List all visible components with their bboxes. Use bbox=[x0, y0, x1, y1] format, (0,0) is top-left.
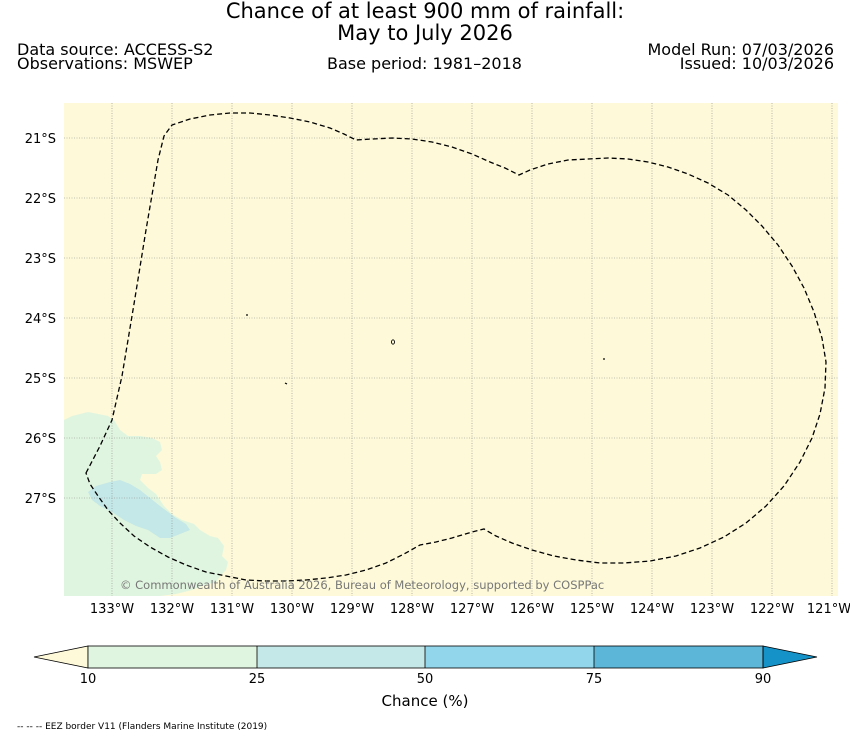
colorbar-tick: 90 bbox=[755, 672, 772, 687]
lon-label: 122°W bbox=[750, 602, 794, 617]
colorbar-under-extension bbox=[33, 645, 89, 669]
lat-label: 24°S bbox=[25, 312, 56, 327]
lon-label: 125°W bbox=[570, 602, 614, 617]
graticule bbox=[64, 103, 838, 596]
data-source-text: Data source: ACCESS-S2 bbox=[17, 40, 214, 59]
island-dot bbox=[284, 382, 288, 385]
base-period-text: Base period: 1981–2018 bbox=[327, 54, 522, 73]
lon-label: 132°W bbox=[150, 602, 194, 617]
eez-footnote: -- -- -- EEZ border V11 (Flanders Marine… bbox=[17, 722, 267, 732]
colorbar-segment-50-75 bbox=[425, 646, 594, 668]
colorbar-over-extension bbox=[762, 645, 818, 669]
lat-label: 27°S bbox=[25, 492, 56, 507]
lon-label: 129°W bbox=[330, 602, 374, 617]
map-title-line1: Chance of at least 900 mm of rainfall: bbox=[225, 0, 625, 23]
lon-label: 126°W bbox=[510, 602, 554, 617]
map-title-line2: May to July 2026 bbox=[337, 21, 513, 45]
colorbar-tick: 25 bbox=[249, 672, 266, 687]
colorbar-frame bbox=[87, 645, 764, 669]
lon-label: 123°W bbox=[690, 602, 734, 617]
colorbar: 10 25 50 75 90 Chance (%) bbox=[33, 645, 818, 710]
colorbar-label: Chance (%) bbox=[382, 692, 469, 710]
colorbar-segment-10-25 bbox=[88, 646, 257, 668]
map-background bbox=[64, 103, 838, 596]
lat-label: 23°S bbox=[25, 252, 56, 267]
probability-region-25-50 bbox=[88, 480, 190, 538]
island-outline bbox=[391, 339, 395, 345]
lat-label: 21°S bbox=[25, 132, 56, 147]
issued-text: Issued: 10/03/2026 bbox=[679, 54, 834, 73]
lon-label: 133°W bbox=[90, 602, 134, 617]
lat-label: 25°S bbox=[25, 372, 56, 387]
eez-border bbox=[85, 112, 827, 582]
colorbar-segment-25-50 bbox=[257, 646, 425, 668]
lon-label: 130°W bbox=[270, 602, 314, 617]
lon-label: 131°W bbox=[210, 602, 254, 617]
colorbar-tick: 75 bbox=[586, 672, 603, 687]
lon-label: 128°W bbox=[390, 602, 434, 617]
observations-text: Observations: MSWEP bbox=[17, 54, 193, 73]
lat-label: 26°S bbox=[25, 432, 56, 447]
lon-label: 124°W bbox=[630, 602, 674, 617]
colorbar-tick: 10 bbox=[80, 672, 97, 687]
colorbar-tick: 50 bbox=[417, 672, 434, 687]
lat-label: 22°S bbox=[25, 192, 56, 207]
colorbar-segment-75-90 bbox=[594, 646, 763, 668]
copyright-text: © Commonwealth of Australia 2026, Bureau… bbox=[120, 578, 604, 592]
lon-label: 127°W bbox=[450, 602, 494, 617]
lon-label: 121°W bbox=[807, 602, 850, 617]
model-run-text: Model Run: 07/03/2026 bbox=[647, 40, 835, 59]
